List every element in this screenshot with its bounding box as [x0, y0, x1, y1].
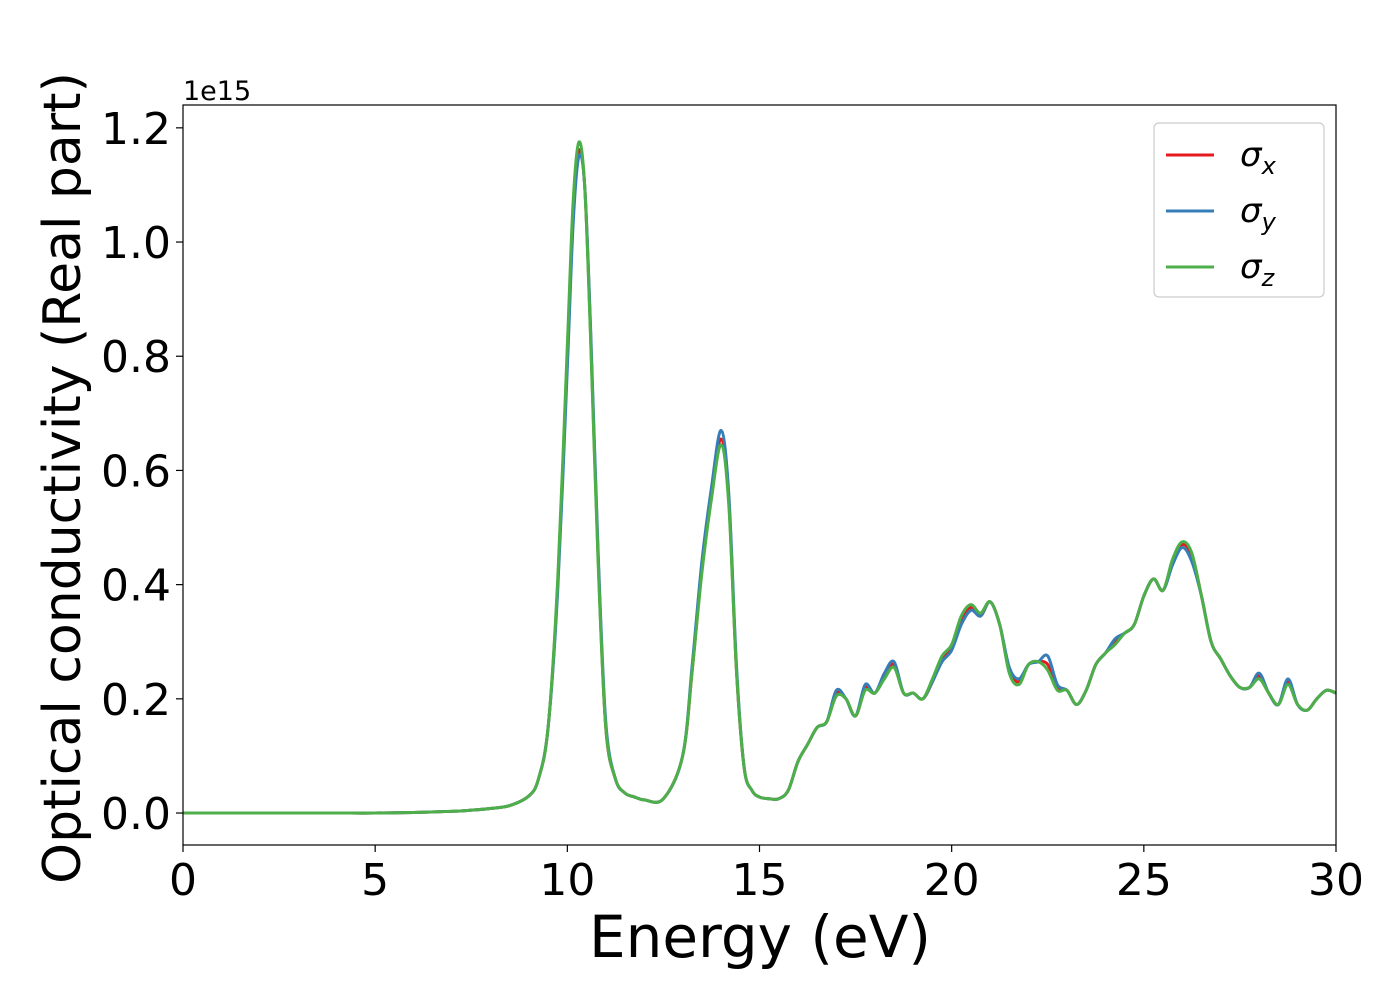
y-tick-label: 0.8: [101, 332, 171, 383]
x-axis-label: Energy (eV): [589, 903, 931, 971]
y-offset-label: 1e15: [183, 76, 251, 107]
legend-label: σz: [1240, 247, 1276, 292]
x-tick-label: 20: [924, 855, 980, 906]
x-tick-label: 0: [169, 855, 197, 906]
x-tick-label: 10: [539, 855, 595, 906]
x-tick-label: 25: [1116, 855, 1172, 906]
x-tick-label: 30: [1308, 855, 1364, 906]
y-axis-label: Optical conductivity (Real part): [33, 72, 93, 884]
x-tick-label: 5: [361, 855, 389, 906]
y-tick-label: 0.2: [101, 675, 171, 726]
y-tick-label: 0.0: [101, 789, 171, 840]
y-tick-label: 1.0: [101, 218, 171, 269]
legend-label: σx: [1240, 135, 1277, 180]
y-tick-label: 0.4: [101, 561, 171, 612]
y-tick-label: 0.6: [101, 446, 171, 497]
legend-box: [1153, 122, 1325, 298]
y-tick-label: 1.2: [101, 104, 171, 155]
plot-frame: [182, 104, 1337, 846]
x-tick-label: 15: [732, 855, 788, 906]
series-line: [183, 140, 1336, 815]
legend-label: σy: [1240, 191, 1277, 236]
